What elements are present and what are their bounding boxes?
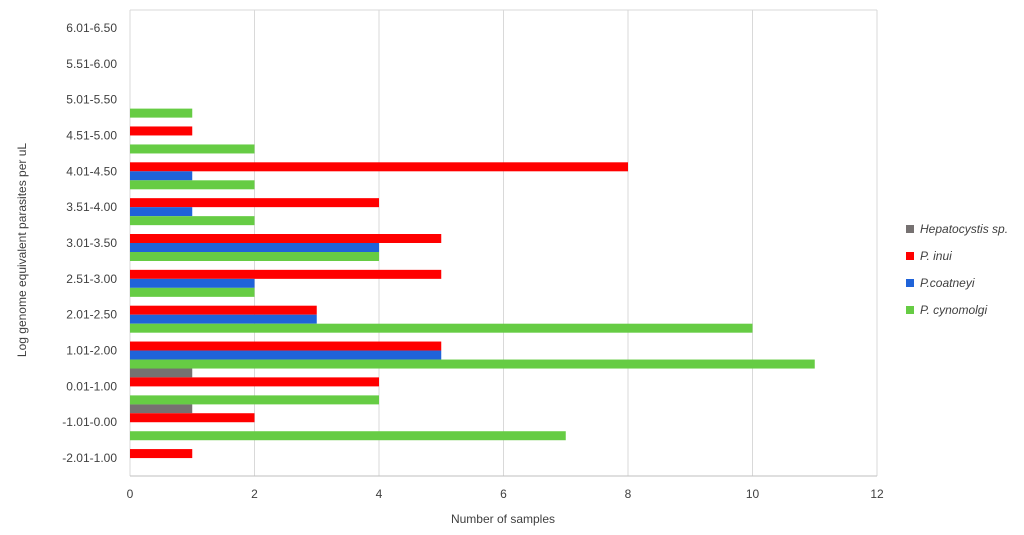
x-tick-label: 6 — [500, 487, 507, 501]
y-tick-label: 1.01-2.00 — [66, 344, 117, 358]
bar — [130, 377, 379, 387]
legend-label: P.coatneyi — [920, 276, 975, 290]
bar — [130, 287, 255, 297]
x-axis-title: Number of samples — [451, 512, 555, 526]
bar — [130, 108, 193, 118]
x-tick-labels: 0 2 4 6 8 10 12 — [127, 487, 884, 501]
bar — [130, 404, 193, 414]
y-tick-label: 2.51-3.00 — [66, 272, 117, 286]
y-tick-label: 6.01-6.50 — [66, 21, 117, 35]
bars — [130, 108, 815, 459]
legend-label: P. cynomolgi — [920, 303, 987, 317]
y-axis-title: Log genome equivalent parasites per uL — [15, 143, 29, 357]
x-tick-label: 10 — [746, 487, 760, 501]
bar — [130, 359, 815, 369]
y-tick-labels: -2.01-1.00 -1.01-0.00 0.01-1.00 1.01-2.00 2.… — [62, 21, 117, 465]
bar — [130, 395, 379, 405]
x-tick-label: 12 — [870, 487, 884, 501]
bar — [130, 341, 442, 351]
legend: Hepatocystis sp. P. inui P.coatneyi P. cyno… — [906, 222, 1008, 317]
bar — [130, 126, 193, 136]
y-tick-label: 3.01-3.50 — [66, 236, 117, 250]
bar — [130, 144, 255, 154]
legend-label: Hepatocystis sp. — [920, 222, 1008, 236]
legend-swatch — [906, 279, 914, 287]
bar — [130, 216, 255, 226]
x-tick-label: 4 — [376, 487, 383, 501]
bar — [130, 368, 193, 378]
x-tick-label: 8 — [625, 487, 632, 501]
bar — [130, 431, 566, 441]
bar — [130, 207, 193, 217]
legend-swatch — [906, 252, 914, 260]
y-tick-label: 2.01-2.50 — [66, 308, 117, 322]
bar — [130, 449, 193, 459]
legend-label: P. inui — [920, 249, 952, 263]
bar — [130, 413, 255, 423]
bar — [130, 198, 379, 208]
bar — [130, 171, 193, 181]
y-tick-label: 3.51-4.00 — [66, 200, 117, 214]
y-tick-label: 0.01-1.00 — [66, 379, 117, 393]
x-tick-label: 0 — [127, 487, 134, 501]
y-tick-label: 4.51-5.00 — [66, 128, 117, 142]
x-tick-label: 2 — [251, 487, 258, 501]
bar — [130, 252, 379, 261]
bar — [130, 243, 379, 252]
y-tick-label: 4.01-4.50 — [66, 164, 117, 178]
bar — [130, 323, 753, 333]
bar — [130, 234, 442, 243]
y-tick-label: 5.01-5.50 — [66, 93, 117, 107]
gridlines — [129, 9, 878, 477]
bar — [130, 278, 255, 288]
y-tick-label: 5.51-6.00 — [66, 57, 117, 71]
bar — [130, 180, 255, 190]
legend-swatch — [906, 225, 914, 233]
bar — [130, 314, 317, 324]
bar — [130, 162, 628, 172]
y-tick-label: -2.01-1.00 — [62, 451, 117, 465]
bar — [130, 350, 442, 360]
y-tick-label: -1.01-0.00 — [62, 415, 117, 429]
legend-swatch — [906, 306, 914, 314]
bar — [130, 305, 317, 315]
bar — [130, 269, 442, 279]
